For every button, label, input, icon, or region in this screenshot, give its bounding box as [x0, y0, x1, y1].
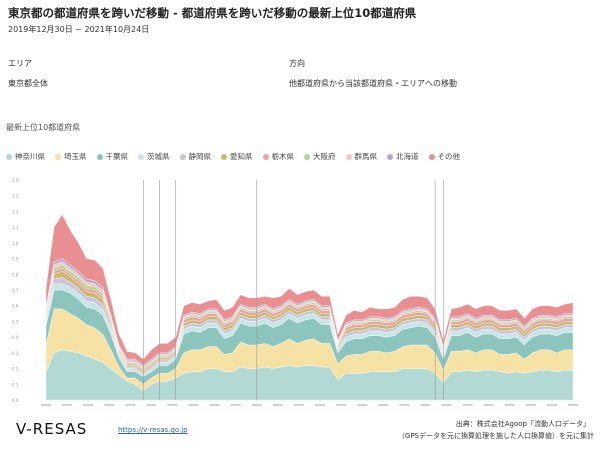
legend-label: その他 — [437, 152, 461, 161]
x-tick-mark — [336, 404, 347, 406]
legend-item-5[interactable]: 愛知県 — [221, 151, 253, 162]
period-label: 2019年12月30日 ~ 2021年10月24日 — [8, 25, 150, 34]
x-tick-mark — [230, 404, 241, 406]
section-title: 最新上位10都道府県 — [6, 123, 81, 132]
x-tick-mark — [146, 404, 157, 406]
legend-item-9[interactable]: 北海道 — [387, 151, 419, 162]
legend-label: 静岡県 — [188, 152, 212, 161]
y-tick-label: 0.3 — [12, 351, 19, 356]
legend-item-8[interactable]: 群馬県 — [345, 151, 378, 162]
legend-swatch-icon — [428, 153, 435, 160]
y-tick-label: 0.7 — [12, 288, 19, 293]
y-tick-label: 0.6 — [12, 304, 19, 309]
x-tick-mark — [125, 404, 136, 406]
source-note-line2: （GPSデータを元に換算処理を施した人口換算値）を元に集計 — [397, 432, 594, 440]
legend-swatch-icon — [221, 153, 227, 160]
legend-label: 神奈川県 — [15, 152, 45, 161]
legend-label: 愛知県 — [230, 152, 253, 161]
y-tick-label: 1.0 — [12, 241, 19, 246]
x-tick-mark — [357, 404, 368, 406]
legend-swatch-icon — [304, 153, 310, 160]
legend-item-0[interactable]: 神奈川県 — [6, 151, 45, 162]
x-tick-mark — [378, 404, 389, 406]
x-tick-mark — [188, 404, 199, 406]
source-note-line1: 出典：株式会社Agoop「流動人口データ」 — [455, 420, 590, 428]
x-tick-mark — [420, 404, 431, 406]
x-tick-mark — [209, 404, 220, 406]
x-tick-mark — [315, 404, 326, 406]
x-tick-mark — [293, 404, 304, 406]
y-tick-label: 1.2 — [12, 209, 19, 214]
legend-label: 大阪府 — [313, 152, 336, 161]
area-label: エリア — [8, 59, 32, 68]
legend-swatch-icon — [262, 153, 269, 160]
legend-label: 埼玉県 — [64, 152, 87, 161]
v-resas-logo: V-RESAS — [16, 420, 88, 438]
y-tick-label: 0.0 — [12, 398, 19, 403]
y-tick-label: 0.2 — [12, 367, 19, 372]
x-tick-mark — [251, 404, 262, 406]
legend-label: 北海道 — [396, 152, 419, 161]
legend-swatch-icon — [179, 153, 186, 160]
x-tick-mark — [167, 404, 178, 406]
direction-value: 他都道府県から当該都道府県・エリアへの移動 — [289, 79, 457, 88]
legend-item-2[interactable]: 千葉県 — [96, 151, 129, 162]
x-tick-mark — [441, 404, 452, 406]
x-tick-mark — [525, 404, 536, 406]
x-tick-mark — [568, 404, 578, 406]
legend-item-7[interactable]: 大阪府 — [304, 151, 336, 162]
legend-item-6[interactable]: 栃木県 — [262, 151, 295, 162]
legend-label: 栃木県 — [271, 152, 295, 161]
y-tick-label: 1.4 — [12, 178, 19, 183]
legend-label: 茨城県 — [147, 152, 170, 161]
x-tick-mark — [462, 404, 473, 406]
x-tick-mark — [546, 404, 557, 406]
y-tick-label: 0.1 — [12, 382, 19, 387]
y-tick-label: 1.1 — [12, 225, 19, 230]
x-tick-mark — [41, 404, 51, 406]
legend-swatch-icon — [138, 153, 144, 160]
x-tick-mark — [62, 404, 73, 406]
stacked-area-chart: 0.0 0.1 0.2 0.3 0.4 0.5 0.6 0.7 0.8 0.9 1.0 1.1 1.2 1… — [12, 178, 578, 406]
x-tick-mark — [483, 404, 494, 406]
y-tick-label: 0.4 — [12, 335, 19, 340]
legend-item-4[interactable]: 静岡県 — [179, 151, 212, 162]
x-tick-mark — [399, 404, 410, 406]
x-tick-mark — [83, 404, 94, 406]
x-tick-mark — [504, 404, 515, 406]
y-tick-label: 0.8 — [12, 272, 19, 277]
area-series-10 — [45, 214, 574, 366]
legend-swatch-icon — [55, 153, 61, 160]
y-tick-label: 1.3 — [12, 194, 19, 199]
chart-legend: 神奈川県 埼玉県 千葉県 茨城県 静岡県 愛知県 栃木県 大阪府 群馬県 北海道 その他 — [6, 151, 460, 162]
legend-swatch-icon — [345, 153, 352, 160]
y-tick-label: 0.9 — [12, 257, 19, 262]
x-tick-mark — [104, 404, 115, 406]
legend-item-1[interactable]: 埼玉県 — [55, 151, 87, 162]
legend-item-10[interactable]: その他 — [428, 151, 461, 162]
legend-label: 群馬県 — [354, 152, 378, 161]
legend-swatch-icon — [96, 153, 103, 160]
site-link[interactable]: https://v-resas.go.jp — [118, 426, 188, 434]
legend-label: 千葉県 — [105, 152, 129, 161]
area-value: 東京都全体 — [8, 79, 48, 88]
legend-swatch-icon — [387, 153, 393, 160]
legend-item-3[interactable]: 茨城県 — [138, 151, 170, 162]
x-tick-mark — [272, 404, 283, 406]
direction-label: 方向 — [289, 59, 305, 68]
y-tick-label: 0.5 — [12, 319, 19, 324]
page-title: 東京都の都道府県を跨いだ移動 - 都道府県を跨いだ移動の最新上位10都道府県 — [8, 6, 417, 20]
legend-swatch-icon — [6, 153, 12, 160]
